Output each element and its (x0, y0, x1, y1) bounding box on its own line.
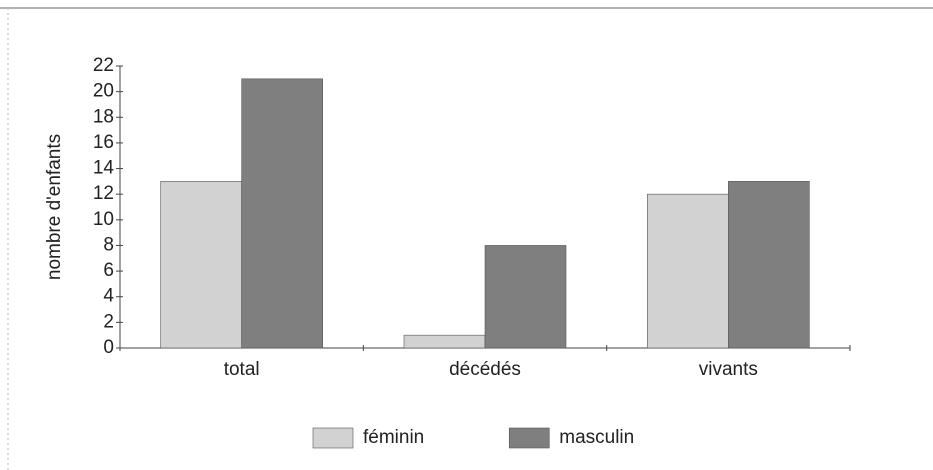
y-tick-label: 8 (103, 234, 114, 255)
legend-swatch (508, 427, 550, 449)
legend-label: masculin (559, 427, 634, 448)
bar (403, 334, 486, 349)
y-tick-label: 2 (103, 311, 114, 332)
bar (728, 181, 810, 349)
y-tick-label: 18 (93, 106, 114, 127)
y-tick-label: 20 (93, 81, 114, 102)
legend-label: féminin (363, 427, 424, 448)
y-tick-label: 10 (93, 209, 114, 230)
x-tick-label: vivants (699, 359, 758, 380)
bar (241, 78, 323, 349)
y-axis-label: nombre d'enfants (44, 134, 65, 280)
x-tick-label: total (224, 359, 260, 380)
y-tick-label: 12 (93, 183, 114, 204)
y-tick-label: 16 (93, 132, 114, 153)
bar (160, 181, 242, 349)
y-tick-label: 22 (93, 55, 114, 76)
y-tick-label: 6 (103, 260, 114, 281)
bar (647, 193, 729, 349)
x-tick-label: décédés (449, 359, 521, 380)
y-tick-label: 14 (93, 158, 115, 179)
y-tick-label: 0 (103, 337, 114, 358)
y-tick-label: 4 (103, 286, 114, 307)
bar (484, 245, 567, 349)
legend-swatch (312, 427, 354, 449)
